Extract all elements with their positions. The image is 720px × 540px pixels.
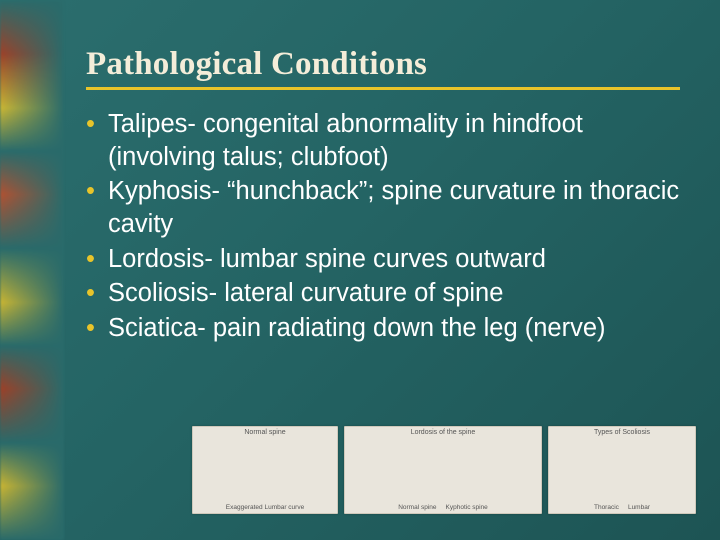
image-caption: Thoracic Lumbar [549, 504, 695, 511]
list-item: Kyphosis- “hunchback”; spine curvature i… [86, 175, 680, 240]
slide-title: Pathological Conditions [86, 46, 680, 90]
image-caption: Types of Scoliosis [549, 429, 695, 436]
image-caption: Normal spine Kyphotic spine [345, 504, 541, 511]
image-caption: Normal spine [193, 429, 337, 436]
list-item: Scoliosis- lateral curvature of spine [86, 277, 680, 310]
image-caption: Lordosis of the spine [345, 429, 541, 436]
bullet-list: Talipes- congenital abnormality in hindf… [86, 108, 680, 344]
image-row: Normal spine Exaggerated Lumbar curve Lo… [192, 426, 696, 514]
list-item: Lordosis- lumbar spine curves outward [86, 243, 680, 276]
scoliosis-types-diagram: Types of Scoliosis Thoracic Lumbar [548, 426, 696, 514]
list-item: Sciatica- pain radiating down the leg (n… [86, 312, 680, 345]
lordosis-diagram: Normal spine Exaggerated Lumbar curve [192, 426, 338, 514]
list-item: Talipes- congenital abnormality in hindf… [86, 108, 680, 173]
image-caption: Exaggerated Lumbar curve [193, 504, 337, 511]
spine-comparison-diagram: Lordosis of the spine Normal spine Kypho… [344, 426, 542, 514]
